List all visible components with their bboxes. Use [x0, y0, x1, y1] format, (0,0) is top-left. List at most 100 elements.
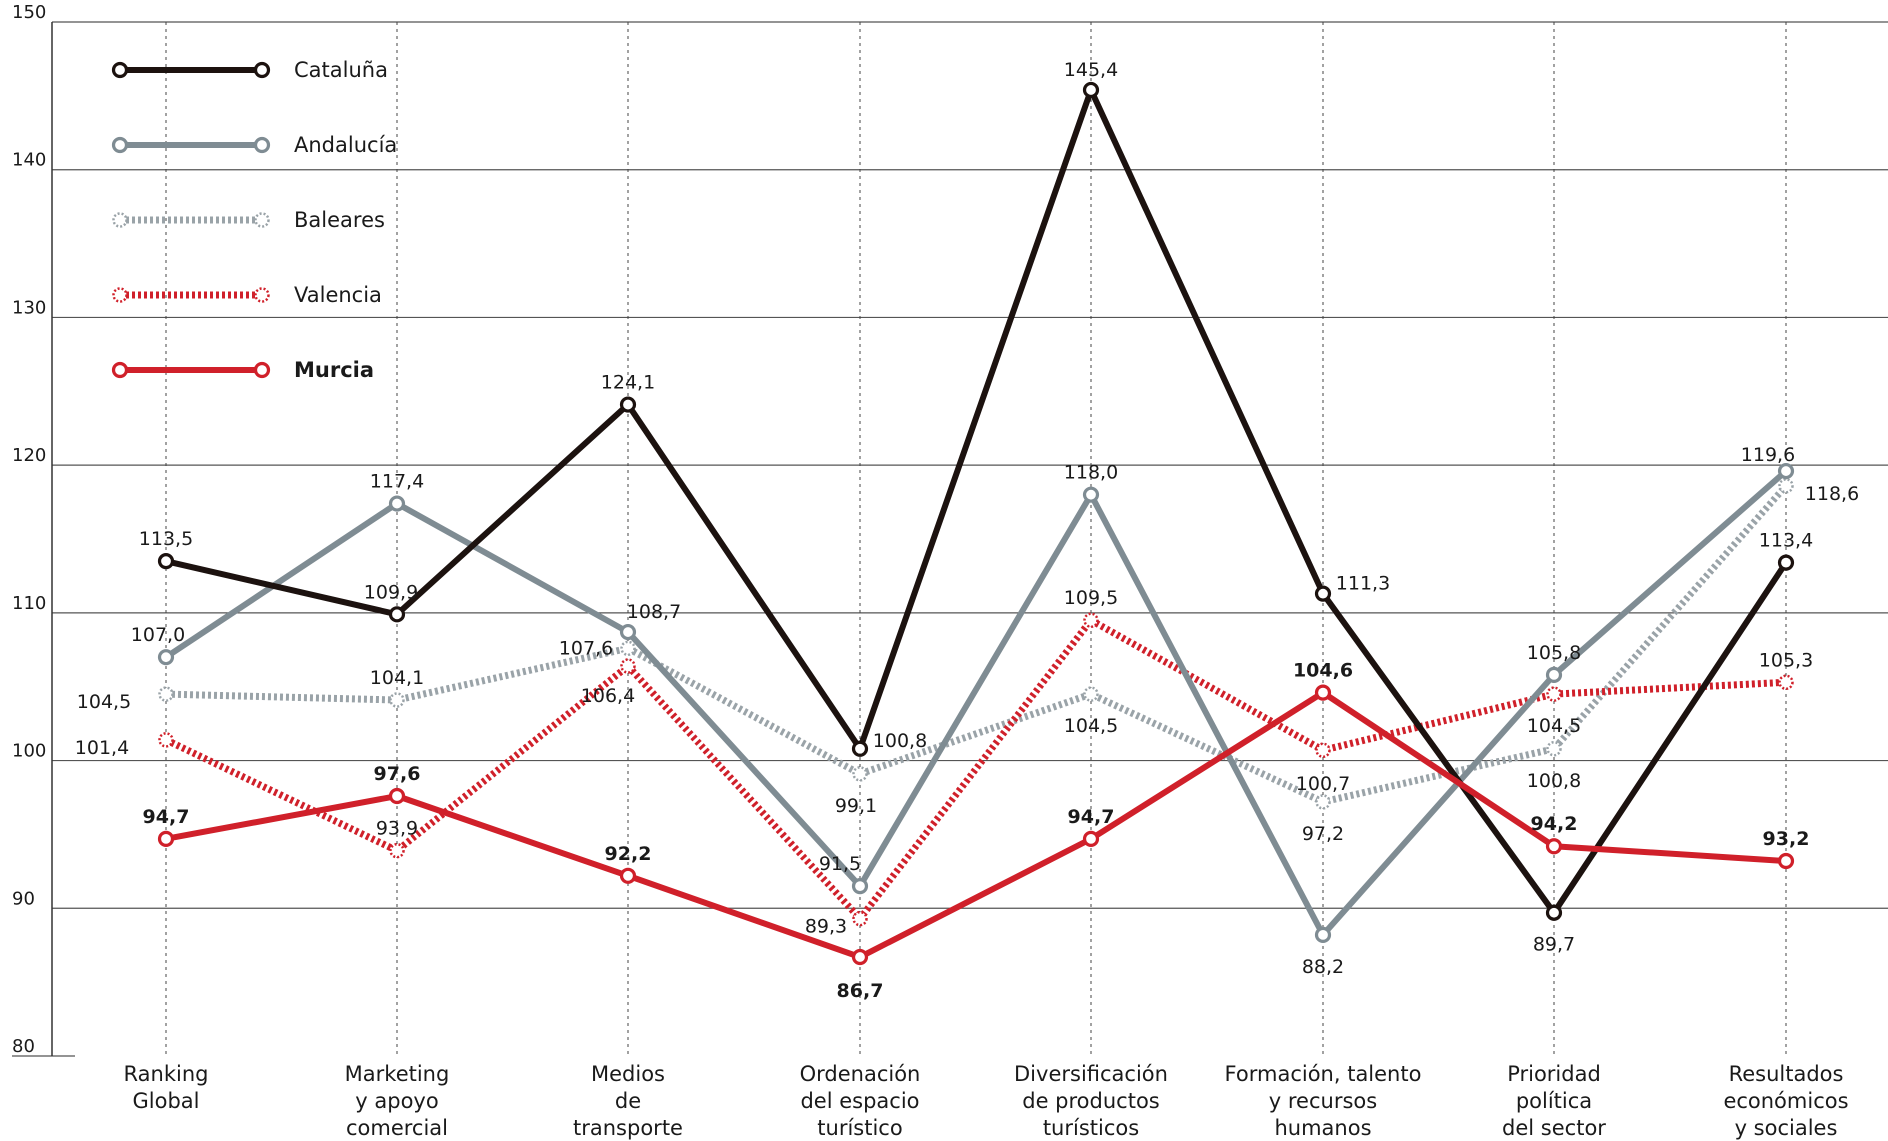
series-line-cataluña — [165, 86, 1789, 916]
data-point — [851, 948, 869, 966]
data-point — [851, 740, 869, 757]
category-label: política — [1516, 1089, 1592, 1113]
y-tick-label: 120 — [12, 445, 46, 466]
data-label: 88,2 — [1302, 956, 1344, 978]
category-label: Prioridad — [1507, 1062, 1601, 1086]
data-label: 94,7 — [143, 806, 190, 828]
data-label: 117,4 — [370, 471, 424, 493]
data-point — [1778, 478, 1794, 494]
data-point — [389, 692, 405, 708]
data-point — [388, 606, 406, 623]
data-point — [1545, 838, 1563, 855]
data-point — [158, 686, 174, 702]
legend-marker — [253, 136, 271, 154]
y-tick-label: 130 — [12, 297, 46, 318]
series-line-valencia — [164, 616, 1787, 923]
category-label: turísticos — [1043, 1116, 1139, 1140]
legend-marker — [111, 136, 129, 154]
data-label: 109,5 — [1064, 587, 1118, 609]
category-label: Ranking — [124, 1062, 209, 1086]
data-label: 91,5 — [819, 853, 861, 875]
data-label: 100,8 — [1527, 770, 1581, 792]
category-label: económicos — [1723, 1089, 1848, 1113]
data-point — [852, 766, 868, 782]
data-label: 118,6 — [1805, 483, 1859, 505]
data-point — [1545, 666, 1563, 683]
series-line-andalucía — [164, 468, 1788, 938]
data-point — [619, 623, 637, 641]
data-label: 124,1 — [601, 372, 655, 394]
data-point — [388, 787, 406, 805]
data-label: 104,5 — [1527, 715, 1581, 737]
category-label: y apoyo — [355, 1089, 438, 1113]
category-label: del espacio — [800, 1089, 919, 1113]
data-point — [1777, 852, 1795, 870]
data-label: 97,6 — [374, 763, 421, 785]
legend-marker — [253, 361, 271, 379]
data-label: 100,7 — [1296, 773, 1350, 795]
data-point — [388, 495, 406, 512]
data-point — [1777, 462, 1795, 480]
data-point — [619, 867, 637, 884]
data-label: 104,5 — [1064, 715, 1118, 737]
data-label: 89,3 — [805, 916, 847, 938]
data-point — [1778, 674, 1794, 691]
data-label: 106,4 — [581, 685, 635, 707]
category-label: Formación, talento — [1225, 1062, 1422, 1086]
data-point — [1314, 585, 1332, 602]
data-label: 113,4 — [1759, 530, 1813, 552]
data-point — [1315, 794, 1331, 810]
y-tick-label: 90 — [12, 888, 35, 909]
data-label: 104,6 — [1293, 660, 1353, 682]
data-label: 100,8 — [873, 730, 927, 752]
legend-label: Murcia — [294, 358, 374, 382]
category-label: comercial — [346, 1116, 448, 1140]
data-label: 89,7 — [1533, 934, 1575, 956]
data-point — [620, 640, 636, 657]
category-label: humanos — [1274, 1116, 1371, 1140]
legend-label: Andalucía — [294, 133, 397, 157]
data-label: 93,2 — [1763, 828, 1810, 850]
data-label: 101,4 — [75, 737, 129, 759]
category-label: Medios — [591, 1062, 665, 1086]
data-label: 107,6 — [559, 637, 613, 659]
data-label: 113,5 — [139, 528, 193, 550]
data-label: 107,0 — [131, 624, 185, 646]
series-line-baleares — [165, 483, 1789, 806]
data-point — [1777, 554, 1795, 571]
data-point — [1315, 742, 1331, 758]
data-label: 145,4 — [1064, 59, 1118, 81]
category-label: de — [615, 1089, 641, 1113]
data-point — [157, 649, 175, 666]
category-label: y sociales — [1735, 1116, 1838, 1140]
data-label: 111,3 — [1336, 573, 1390, 595]
legend-label: Valencia — [294, 283, 382, 307]
legend-marker — [111, 361, 129, 379]
data-point — [1083, 612, 1099, 628]
category-label: de productos — [1022, 1089, 1159, 1113]
data-label: 108,7 — [627, 601, 681, 623]
data-label: 93,9 — [376, 818, 418, 840]
data-point — [619, 396, 637, 413]
series-line-murcia — [165, 689, 1787, 961]
data-point — [157, 553, 175, 570]
data-point — [1546, 741, 1562, 757]
data-point — [1546, 686, 1562, 702]
y-tick-label: 100 — [12, 741, 46, 762]
category-label: Global — [133, 1089, 200, 1113]
data-label: 109,9 — [364, 581, 418, 603]
data-label: 119,6 — [1741, 444, 1795, 466]
data-label: 99,1 — [835, 795, 877, 817]
data-label: 104,1 — [370, 667, 424, 689]
legend-marker — [254, 212, 270, 228]
data-point — [1083, 686, 1099, 702]
legend-label: Baleares — [294, 208, 385, 232]
category-label: Ordenación — [800, 1062, 921, 1086]
category-label: Resultados — [1729, 1062, 1844, 1086]
legend-marker — [254, 287, 270, 303]
data-label: 86,7 — [837, 980, 884, 1002]
category-label: y recursos — [1269, 1089, 1377, 1113]
category-label: Marketing — [345, 1062, 450, 1086]
data-point — [158, 732, 174, 748]
data-point — [1314, 926, 1332, 943]
